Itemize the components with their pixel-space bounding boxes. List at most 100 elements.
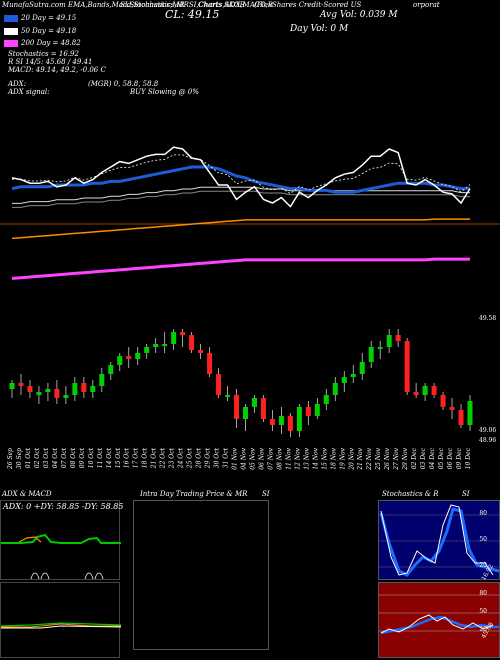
candle-body bbox=[27, 386, 33, 392]
header-suffix: orporat bbox=[413, 1, 440, 9]
date-label: 09 Oct bbox=[79, 447, 86, 468]
date-label: 07 Oct bbox=[61, 447, 68, 468]
legend-ma50: 50 Day = 49.18 bbox=[4, 27, 76, 35]
ma200-text: 200 Day = 48.82 bbox=[21, 39, 81, 47]
ma200-swatch bbox=[4, 39, 18, 47]
stoch-panel-title: Stochastics & R bbox=[382, 490, 439, 498]
date-label: 15 Oct bbox=[115, 447, 122, 468]
candle-body bbox=[314, 404, 320, 416]
candle-body bbox=[287, 416, 293, 431]
candle-body bbox=[198, 350, 204, 353]
candle-body bbox=[171, 332, 177, 344]
rsi-tick-80: 80 bbox=[479, 590, 487, 597]
candle-body bbox=[458, 410, 464, 425]
ma50-text: 50 Day = 49.18 bbox=[21, 27, 77, 35]
ma20-swatch bbox=[4, 14, 18, 22]
candle-body bbox=[18, 383, 24, 386]
date-label: 23 Oct bbox=[169, 447, 176, 469]
candle-body bbox=[467, 401, 473, 425]
candle-body bbox=[395, 335, 401, 341]
candle-body bbox=[135, 353, 141, 359]
stoch-tick-50: 50 bbox=[479, 536, 487, 543]
candle-body bbox=[350, 374, 356, 377]
date-label: 21 Oct bbox=[151, 447, 158, 469]
date-label: 06 Nov bbox=[258, 447, 265, 469]
ma50-line bbox=[12, 186, 470, 204]
legend-adx-signal-value: BUY Slowing @ 0% bbox=[130, 88, 199, 96]
candle-body bbox=[278, 416, 284, 425]
legend-macd: MACD: 49.14, 49.2, -0.06 C bbox=[8, 66, 106, 74]
date-label: 29 Oct bbox=[205, 447, 212, 469]
date-label: 11 Oct bbox=[97, 447, 104, 468]
date-label: 02 Oct bbox=[34, 447, 41, 468]
intraday-panel-title: Intra Day Trading Price & MR bbox=[140, 490, 248, 498]
ma20-line bbox=[11, 165, 470, 194]
date-label: 26 Nov bbox=[384, 447, 391, 470]
orange-band-line bbox=[11, 218, 470, 240]
candle-body bbox=[72, 383, 78, 395]
date-label: 22 Nov bbox=[366, 447, 373, 470]
candle-body bbox=[404, 341, 410, 392]
date-label: 28 Oct bbox=[196, 447, 203, 469]
stoch-panel-title-2: SI bbox=[462, 490, 470, 498]
candle-body bbox=[242, 407, 248, 419]
date-label: 05 Nov bbox=[249, 447, 256, 469]
date-label: 15 Nov bbox=[321, 447, 328, 469]
header-company: (FlexShares Credit-Scored US bbox=[254, 1, 362, 9]
candle-body bbox=[189, 335, 195, 350]
rsi-tick-50: 50 bbox=[479, 608, 487, 615]
rsi-tick-20: 20 bbox=[479, 626, 487, 633]
candle-body bbox=[162, 344, 168, 346]
candle-body bbox=[449, 407, 455, 410]
candle-body bbox=[216, 374, 222, 395]
date-label: 07 Nov bbox=[267, 447, 274, 469]
date-label: 17 Oct bbox=[133, 447, 140, 468]
close-label: CL: 49.15 bbox=[165, 8, 220, 21]
date-label: 19 Nov bbox=[339, 447, 346, 469]
macd-lines bbox=[1, 622, 121, 629]
candle-body bbox=[269, 419, 275, 425]
date-label: 11 Nov bbox=[285, 447, 292, 469]
date-label: 25 Oct bbox=[187, 447, 194, 469]
date-label: 05 Dec bbox=[438, 447, 445, 469]
date-label: 10 Dec bbox=[465, 447, 472, 469]
candle-body bbox=[440, 395, 446, 407]
price-line bbox=[11, 146, 471, 208]
candle-body bbox=[108, 365, 114, 374]
candle-body bbox=[36, 392, 42, 395]
date-label: 30 Oct bbox=[214, 447, 221, 468]
date-label: 03 Dec bbox=[420, 447, 427, 469]
date-label: 18 Oct bbox=[142, 447, 149, 468]
candle-body bbox=[153, 344, 159, 347]
intraday-panel bbox=[133, 500, 269, 650]
price-axis-labels: 49.58 49.06 48.96 bbox=[479, 315, 496, 444]
date-label: 21 Nov bbox=[357, 447, 364, 470]
candle-body bbox=[207, 353, 213, 374]
date-label: 04 Oct bbox=[52, 447, 59, 468]
price-label: 48.96 bbox=[479, 437, 496, 444]
candle-body bbox=[81, 383, 87, 392]
date-label: 22 Oct bbox=[160, 447, 167, 469]
candle-body bbox=[117, 356, 123, 365]
candle-body bbox=[90, 386, 96, 392]
main-chart: 49.58 49.06 48.96 26 Sep 30 Sep 01 Oct 02 Oct… bbox=[0, 146, 500, 470]
ma50-shadow-line bbox=[12, 190, 470, 208]
candle-body bbox=[413, 392, 419, 395]
legend-adx-value: (MGR) 0, 58.8, 58.8 bbox=[88, 80, 159, 88]
date-label: 06 Dec bbox=[447, 447, 454, 469]
date-label: 10 Oct bbox=[88, 447, 95, 468]
legend-ma20: 20 Day = 49.15 bbox=[4, 14, 76, 22]
header-indicators-2: SLStochastics,MR bbox=[120, 1, 185, 9]
candle-body bbox=[9, 383, 15, 389]
ma200-line bbox=[11, 257, 470, 280]
candle-body bbox=[54, 389, 60, 398]
adx-panel-title: ADX & MACD bbox=[2, 490, 52, 498]
candle-body bbox=[144, 347, 150, 353]
adx-lines bbox=[1, 533, 121, 580]
date-label: 03 Oct bbox=[43, 447, 50, 468]
candle-body bbox=[296, 407, 302, 431]
date-label: 01 Oct bbox=[25, 447, 32, 468]
candle-body bbox=[251, 398, 257, 407]
candle-body bbox=[63, 395, 69, 398]
candle-body bbox=[431, 386, 437, 395]
